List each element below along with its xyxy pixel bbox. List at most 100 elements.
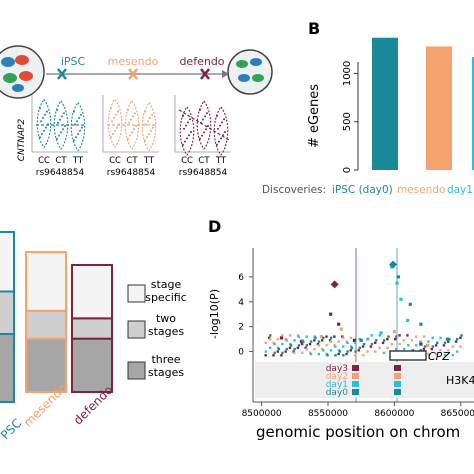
violin-point [110, 107, 112, 110]
violin-shape [213, 106, 229, 156]
violin-plots [31, 95, 231, 156]
panel-d-point [342, 354, 345, 357]
panel-c-segment [71, 337, 113, 394]
violin-point [77, 133, 79, 135]
panel-d-point [408, 302, 412, 306]
violin-point [144, 139, 146, 142]
violin-point [46, 110, 48, 113]
panel-d-point [314, 336, 317, 340]
violin-shape [70, 101, 86, 152]
panel-d-point [455, 350, 459, 353]
gene-label-cpz: CPZ [428, 350, 450, 363]
panel-d-point [381, 341, 385, 345]
panel-b-ytick-label: 1000 [342, 61, 353, 86]
panel-d-point [395, 335, 398, 338]
violin-point [186, 137, 188, 140]
track-boxes [352, 365, 401, 395]
panel-d-point [341, 336, 345, 340]
h3k4-track [255, 362, 474, 398]
panel-d-point [443, 354, 447, 357]
panel-d-point [346, 350, 349, 353]
h3k4-track-label: H3K4 [446, 374, 474, 387]
panel-d-point [459, 345, 462, 348]
panel-d-point [406, 334, 409, 337]
panel-d-point [411, 349, 415, 352]
gene-model-cpz [389, 350, 427, 361]
panel-d-xtick-label: 8650000 [441, 409, 474, 419]
violin-point [111, 120, 113, 123]
panel-b-y-ticks: 0 500 1000 [342, 61, 358, 173]
violin-point [133, 128, 135, 131]
panel-d-point [264, 341, 267, 345]
panel-d-point [395, 347, 398, 351]
panel-d-point [427, 340, 430, 343]
panel-d-point [337, 352, 340, 356]
panel-d-point [338, 350, 341, 353]
violin-point [43, 129, 45, 132]
panel-d-point [277, 347, 281, 351]
panel-b-xlabel-day1: day1 [447, 184, 473, 196]
panel-d-point [445, 337, 450, 341]
violin-point [116, 126, 118, 129]
panel-d-point [406, 318, 410, 323]
panel-d-point [379, 331, 383, 335]
panel-d-point [419, 340, 422, 343]
violin-point [205, 128, 207, 131]
violin-point [114, 129, 116, 132]
day-label-day1: day1 [326, 380, 348, 390]
panel-d-ytick-label: 0 [238, 348, 244, 358]
panel-d-point [370, 334, 374, 337]
panel-d-y-ticks: 6 4 2 0 [238, 273, 253, 358]
panel-d-point [273, 342, 276, 346]
violin-point [39, 107, 41, 110]
panel-d-point [268, 336, 271, 340]
lead-snp-day3 [330, 280, 339, 289]
violin-point [190, 131, 192, 133]
panel-d-point [349, 349, 353, 352]
genotype-label: CT [55, 156, 67, 166]
panel-c-stacks [0, 231, 113, 403]
panel-d-point [366, 337, 369, 341]
panel-d-point [276, 337, 280, 341]
violin-point [135, 125, 137, 127]
panel-d-point [382, 351, 386, 354]
violin-point [79, 129, 81, 132]
panel-b-xlabel-mesendo: mesendo [397, 184, 445, 196]
panel-d-point [349, 345, 353, 348]
violin-point [127, 109, 129, 111]
panel-d-point [297, 344, 301, 347]
panel-d-point [304, 346, 307, 350]
panel-d-point [361, 345, 365, 348]
panel-d-points [264, 260, 463, 357]
panel-d-point [352, 338, 357, 342]
panel-d-point [358, 346, 362, 350]
panel-d-point [402, 339, 406, 342]
panel-d-point [337, 322, 341, 326]
genotype-label: CC [38, 156, 50, 166]
panel-d-xtick-label: 8600000 [374, 409, 414, 419]
violin-point [76, 120, 78, 123]
panel-d-point [386, 346, 389, 350]
violin-point [146, 136, 148, 139]
panel-d-point [334, 345, 337, 348]
panel-d-point [300, 342, 304, 346]
violin-point [130, 118, 132, 121]
panel-d-point [386, 337, 389, 341]
panel-d-point [349, 336, 353, 340]
panel-d-point [398, 342, 401, 346]
violin-point [41, 133, 43, 135]
violin-point [223, 118, 225, 121]
panel-d-point [345, 352, 348, 356]
panel-d-point [329, 340, 333, 343]
violin-point [218, 140, 220, 143]
panel-d-point [269, 334, 272, 337]
panel-d-point [366, 350, 369, 353]
panel-d-point [415, 344, 418, 347]
panel-d-point [328, 339, 332, 342]
panel-d-point [308, 342, 312, 346]
violin-point [73, 139, 75, 142]
panel-b-bar-1 [426, 46, 452, 171]
stage-label-defendo: defendo [179, 55, 224, 68]
panel-d-point [425, 343, 430, 347]
